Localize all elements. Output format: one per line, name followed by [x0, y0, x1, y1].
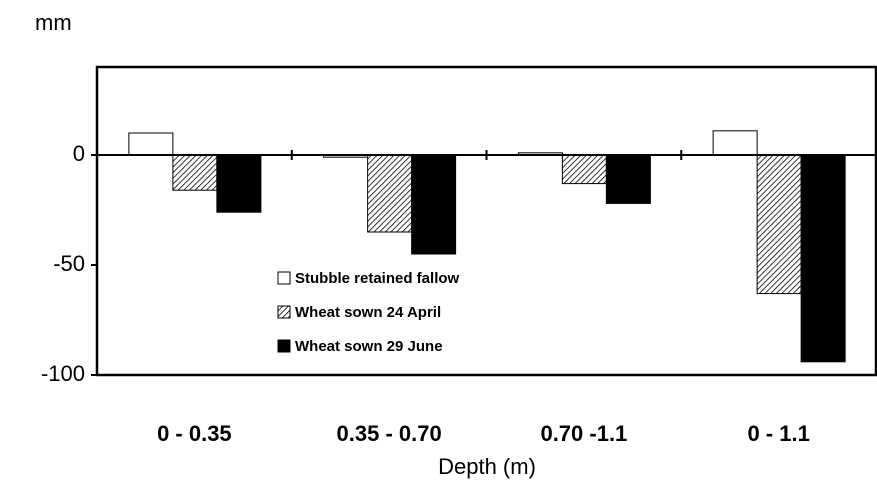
y-tick-label: -50	[53, 251, 85, 276]
x-axis-label: Depth (m)	[438, 454, 536, 479]
legend-swatch	[277, 339, 291, 353]
legend-swatch	[277, 271, 291, 285]
y-tick-label: -100	[41, 361, 85, 386]
bar	[216, 154, 262, 213]
legend-label: Wheat sown 29 June	[295, 338, 443, 355]
bar	[800, 154, 846, 363]
bar	[561, 154, 607, 185]
bar	[712, 130, 758, 156]
x-tick-label: 0 - 0.35	[157, 421, 232, 446]
bar	[172, 154, 218, 191]
y-tick-label: 0	[73, 141, 85, 166]
bar	[128, 132, 174, 156]
bar	[411, 154, 457, 255]
bar	[605, 154, 651, 204]
y-unit-label: mm	[35, 10, 72, 35]
bar	[756, 154, 802, 295]
x-tick-label: 0.70 -1.1	[540, 421, 627, 446]
legend-label: Wheat sown 24 April	[295, 304, 441, 321]
plot-frame	[95, 65, 877, 377]
legend-label: Stubble retained fallow	[295, 270, 460, 287]
x-tick-label: 0 - 1.1	[747, 421, 809, 446]
bar	[367, 154, 413, 233]
legend-swatch	[277, 305, 291, 319]
x-tick-label: 0.35 - 0.70	[337, 421, 442, 446]
